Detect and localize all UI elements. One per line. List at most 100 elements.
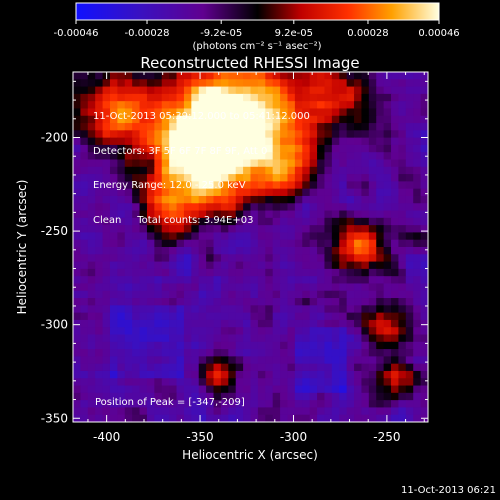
heatmap-cell (376, 319, 385, 328)
heatmap-cell (117, 108, 126, 117)
heatmap-cell (405, 181, 414, 190)
heatmap-cell (317, 276, 326, 285)
heatmap-cell (324, 327, 333, 336)
heatmap-cell (413, 72, 422, 80)
heatmap-cell (398, 341, 407, 350)
heatmap-cell (420, 232, 428, 241)
heatmap-cell (287, 400, 296, 409)
heatmap-cell (198, 290, 207, 299)
heatmap-cell (117, 225, 126, 234)
heatmap-cell (73, 341, 81, 350)
heatmap-cell (220, 334, 229, 343)
heatmap-cell (368, 400, 377, 409)
heatmap-cell (339, 254, 348, 263)
heatmap-cell (87, 137, 96, 146)
heatmap-cell (191, 130, 200, 139)
heatmap-cell (309, 319, 318, 328)
heatmap-cell (294, 203, 303, 212)
heatmap-cell (368, 93, 377, 102)
heatmap-cell (132, 298, 141, 306)
heatmap-cell (420, 276, 428, 285)
heatmap-cell (331, 290, 340, 299)
heatmap-cell (228, 130, 237, 139)
heatmap-cell (206, 247, 215, 255)
heatmap-cell (287, 298, 296, 306)
heatmap-cell (339, 79, 348, 88)
heatmap-cell (109, 283, 118, 292)
heatmap-cell (73, 181, 81, 190)
heatmap-cell (420, 305, 428, 314)
heatmap-cell (132, 166, 141, 175)
heatmap-cell (405, 312, 414, 321)
heatmap-cell (405, 225, 414, 234)
heatmap-cell (169, 363, 178, 372)
heatmap-cell (272, 144, 281, 153)
heatmap-cell (413, 247, 422, 255)
heatmap-cell (206, 174, 215, 182)
heatmap-cell (361, 174, 370, 182)
heatmap-cell (294, 305, 303, 314)
heatmap-cell (354, 130, 363, 139)
heatmap-cell (383, 210, 392, 219)
heatmap-cell (272, 385, 281, 394)
heatmap-cell (361, 144, 370, 153)
heatmap-cell (146, 86, 155, 95)
heatmap-cell (294, 290, 303, 299)
heatmap-cell (154, 115, 163, 124)
heatmap-cell (324, 356, 333, 365)
heatmap-cell (391, 363, 400, 372)
heatmap-cell (354, 174, 363, 182)
heatmap-cell (405, 166, 414, 175)
heatmap-cell (280, 232, 289, 241)
heatmap-cell (109, 327, 118, 336)
heatmap-cell (391, 232, 400, 241)
heatmap-cell (243, 283, 252, 292)
heatmap-cell (391, 298, 400, 306)
heatmap-cell (220, 130, 229, 139)
heatmap-cell (95, 93, 104, 102)
heatmap-cell (346, 414, 355, 422)
heatmap-cell (213, 254, 222, 263)
heatmap-cell (198, 137, 207, 146)
heatmap-cell (169, 174, 178, 182)
heatmap-cell (102, 298, 111, 306)
heatmap-cell (294, 159, 303, 168)
heatmap-cell (139, 166, 148, 175)
heatmap-cell (317, 356, 326, 365)
heatmap-cell (176, 392, 185, 401)
heatmap-cell (280, 254, 289, 263)
heatmap-cell (235, 370, 244, 379)
heatmap-cell (213, 392, 222, 401)
heatmap-cell (324, 137, 333, 146)
heatmap-cell (146, 276, 155, 285)
heatmap-cell (413, 174, 422, 182)
heatmap-cell (213, 239, 222, 248)
heatmap-cell (183, 327, 192, 336)
heatmap-cell (257, 261, 266, 270)
heatmap-cell (420, 93, 428, 102)
heatmap-cell (250, 305, 259, 314)
heatmap-cell (146, 79, 155, 88)
heatmap-cell (294, 239, 303, 248)
heatmap-cell (354, 166, 363, 175)
heatmap-cell (331, 93, 340, 102)
heatmap-cell (272, 72, 281, 80)
heatmap-cell (235, 166, 244, 175)
heatmap-cell (109, 144, 118, 153)
heatmap-cell (228, 370, 237, 379)
heatmap-cell (383, 130, 392, 139)
heatmap-cell (398, 101, 407, 110)
heatmap-cell (272, 210, 281, 219)
heatmap-cell (346, 93, 355, 102)
heatmap-cell (139, 210, 148, 219)
heatmap-cell (317, 261, 326, 270)
heatmap-cell (324, 392, 333, 401)
heatmap-cell (183, 363, 192, 372)
heatmap-cell (280, 268, 289, 277)
heatmap-cell (176, 312, 185, 321)
heatmap-cell (102, 356, 111, 365)
heatmap-cell (391, 195, 400, 204)
heatmap-cell (346, 268, 355, 277)
heatmap-cell (324, 363, 333, 372)
heatmap-cell (398, 181, 407, 190)
